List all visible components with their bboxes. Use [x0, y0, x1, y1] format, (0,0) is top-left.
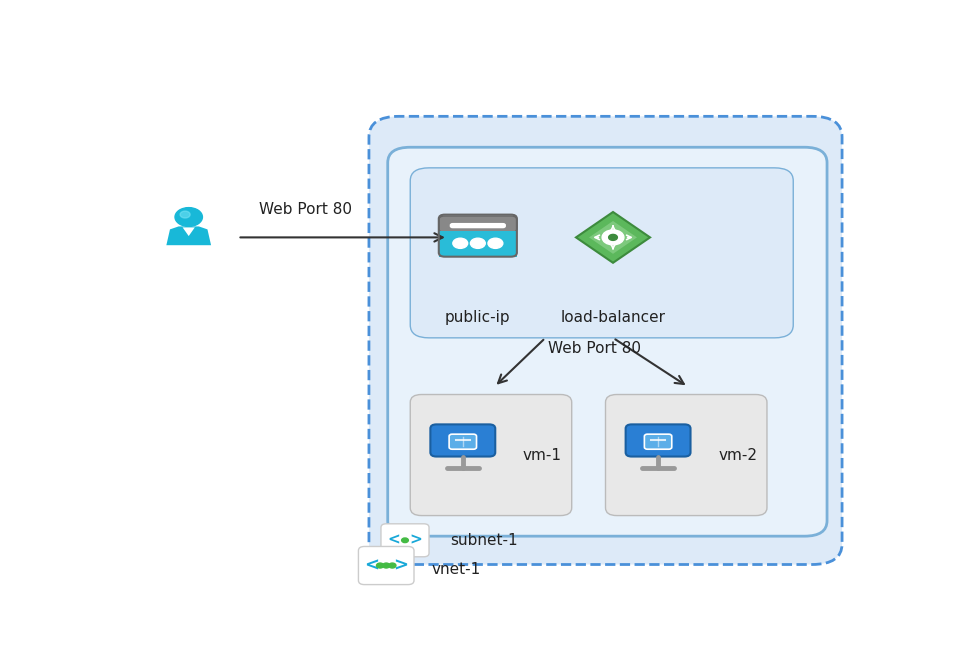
Polygon shape [182, 227, 195, 236]
Text: load-balancer: load-balancer [560, 310, 666, 324]
FancyBboxPatch shape [644, 434, 672, 449]
Circle shape [609, 234, 617, 240]
Circle shape [470, 238, 485, 248]
Circle shape [377, 563, 384, 568]
Circle shape [602, 230, 624, 245]
Text: vm-1: vm-1 [523, 448, 562, 463]
Text: subnet-1: subnet-1 [450, 533, 517, 548]
Circle shape [175, 207, 203, 226]
Text: vnet-1: vnet-1 [431, 562, 481, 577]
FancyBboxPatch shape [410, 395, 572, 516]
Polygon shape [167, 226, 211, 246]
Polygon shape [589, 221, 637, 254]
FancyBboxPatch shape [439, 216, 516, 233]
Text: >: > [393, 557, 408, 575]
Text: public-ip: public-ip [445, 310, 511, 324]
FancyBboxPatch shape [626, 424, 691, 456]
Polygon shape [576, 212, 650, 263]
Circle shape [180, 211, 190, 218]
FancyBboxPatch shape [359, 547, 414, 585]
FancyBboxPatch shape [381, 524, 429, 557]
Circle shape [488, 238, 503, 248]
Text: vm-2: vm-2 [718, 448, 757, 463]
Circle shape [389, 563, 396, 568]
Text: Web Port 80: Web Port 80 [259, 202, 352, 217]
FancyBboxPatch shape [410, 168, 794, 338]
FancyBboxPatch shape [369, 116, 842, 565]
Text: <: < [388, 533, 400, 548]
FancyBboxPatch shape [388, 147, 827, 536]
Circle shape [453, 238, 468, 248]
FancyBboxPatch shape [430, 424, 495, 456]
FancyBboxPatch shape [439, 231, 516, 257]
Text: <: < [364, 557, 379, 575]
Circle shape [383, 563, 390, 568]
FancyBboxPatch shape [449, 434, 477, 449]
FancyBboxPatch shape [606, 395, 766, 516]
Text: Web Port 80: Web Port 80 [547, 341, 641, 356]
Circle shape [401, 538, 408, 543]
FancyBboxPatch shape [450, 223, 506, 228]
Text: >: > [410, 533, 422, 548]
